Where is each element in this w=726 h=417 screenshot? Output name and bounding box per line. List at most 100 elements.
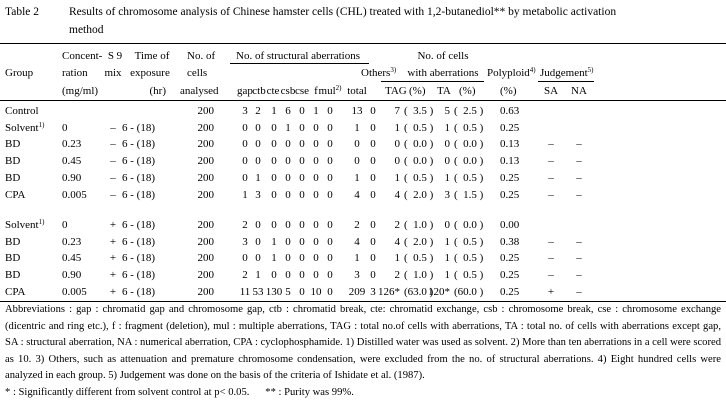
cell-time: 6 - (18) (122, 269, 155, 281)
cell-ta: 1 (444, 172, 451, 184)
header-poly-unit: (%) (500, 85, 517, 97)
header-tag: TAG (385, 85, 407, 97)
cell-ta-pct: ( 0.5 ) (454, 172, 484, 184)
cell-tag: 126* (378, 285, 400, 298)
cell-csb: 0 (285, 252, 291, 264)
poly-sup: 4) (529, 66, 536, 74)
cell-na: – (576, 138, 582, 150)
cell-total: 1 (354, 252, 360, 264)
cell-ta-pct: ( 0.5 ) (454, 252, 484, 264)
cell-total: 3 (354, 269, 360, 281)
cell-tag-pct: ( 2.0 ) (404, 235, 434, 248)
cell-others: 0 (370, 138, 376, 150)
cell-group: CPA (5, 285, 26, 298)
cell-others: 0 (370, 121, 376, 134)
cell-total: 1 (354, 121, 360, 134)
cell-s9: – (110, 189, 116, 201)
cell-conc: 0.45 (62, 252, 82, 264)
cell-tag-pct: ( 0.5 ) (404, 252, 434, 264)
table-title: Results of chromosome analysis of Chines… (69, 6, 617, 18)
others-sup: 3) (390, 66, 397, 74)
header-s9-1: S 9 (107, 50, 123, 62)
cell-f: 1 (313, 105, 319, 117)
cell-csb: 1 (285, 121, 291, 134)
cell-cte: 1 (271, 105, 277, 117)
cell-cte: 0 (271, 269, 277, 281)
cell-s9: – (110, 172, 116, 184)
cell-csb: 0 (285, 235, 291, 248)
cell-ta-pct: (60.0 ) (454, 285, 484, 298)
cell-others: 0 (370, 189, 376, 201)
cell-f: 0 (313, 269, 319, 281)
cell-s9: + (109, 285, 117, 298)
cell-csb: 0 (285, 219, 291, 231)
cell-tag: 4 (394, 235, 401, 248)
cell-na: – (576, 252, 582, 264)
cell-cells: 200 (197, 189, 215, 201)
cell-na: – (576, 235, 582, 248)
cell-f: 0 (313, 252, 319, 264)
cell-polyploid: 0.63 (500, 105, 520, 117)
cell-tag-pct: ( 0.5 ) (404, 121, 434, 134)
cell-total: 0 (354, 138, 360, 150)
header-time-1: Time of (134, 50, 170, 62)
cell-mul: 0 (327, 235, 333, 248)
cell-sa: + (547, 285, 555, 298)
cell-others: 3 (370, 285, 376, 298)
cell-csb: 5 (285, 285, 291, 298)
cell-ta: 120* (428, 285, 450, 298)
cell-tag: 2 (394, 219, 401, 231)
cell-tag: 7 (394, 105, 401, 117)
cell-cte: 1 (271, 252, 277, 264)
cell-ta: 5 (444, 105, 451, 117)
cell-group: BD (5, 172, 21, 184)
cell-gap: 1 (242, 189, 248, 201)
cell-cells: 200 (197, 138, 215, 150)
cell-conc: 0.45 (62, 155, 82, 167)
cell-conc: 0 (62, 121, 68, 134)
cell-ctb: 2 (255, 105, 261, 117)
table-title-cont: method (69, 24, 104, 36)
cell-sa: – (548, 172, 554, 184)
header-ta: TA (437, 85, 451, 97)
header-rule (0, 100, 726, 101)
cell-group: Control (5, 105, 39, 117)
cell-ctb: 3 (255, 189, 261, 201)
solvent-sup: 1) (38, 218, 45, 226)
bottom-rule (0, 301, 726, 302)
cell-gap: 0 (242, 155, 248, 167)
cell-group: BD (5, 252, 21, 264)
others-label: Others (361, 67, 391, 79)
cell-ctb: 0 (255, 155, 261, 167)
cell-others: 0 (370, 219, 376, 231)
cell-cse: 0 (299, 105, 305, 117)
cell-tag: 2 (394, 269, 401, 281)
cell-sa: – (548, 138, 554, 150)
cell-ta-pct: ( 0.5 ) (454, 235, 484, 248)
cell-group: Solvent1) (5, 120, 45, 134)
cell-time: 6 - (18) (122, 138, 155, 150)
header-conc-3: (mg/ml) (62, 85, 99, 97)
cell-gap: 0 (242, 138, 248, 150)
cell-total: 209 (348, 285, 366, 298)
cell-total: 1 (354, 172, 360, 184)
cell-ctb: 1 (255, 269, 261, 281)
cell-conc: 0.90 (62, 269, 82, 281)
header-cells-3: analysed (180, 85, 219, 97)
footnote-abbreviations: Abbreviations : gap : chromatid gap and … (5, 304, 721, 381)
cell-s9: + (109, 219, 117, 231)
cell-ta: 0 (444, 155, 451, 167)
cell-polyploid: 0.38 (500, 235, 520, 248)
cell-ta-pct: ( 1.5 ) (454, 189, 484, 201)
cell-s9: + (109, 269, 117, 281)
cell-polyploid: 0.25 (500, 269, 520, 281)
solvent-sup: 1) (38, 120, 45, 129)
cell-polyploid: 0.13 (500, 138, 520, 150)
cell-ta: 0 (444, 219, 451, 231)
cell-polyploid: 0.00 (500, 219, 520, 231)
cell-ta-pct: ( 0.5 ) (454, 269, 484, 281)
cell-ctb: 1 (255, 172, 261, 184)
cell-mul: 0 (327, 285, 333, 298)
mul-sup: 2) (335, 84, 342, 92)
cell-cse: 0 (299, 189, 305, 201)
